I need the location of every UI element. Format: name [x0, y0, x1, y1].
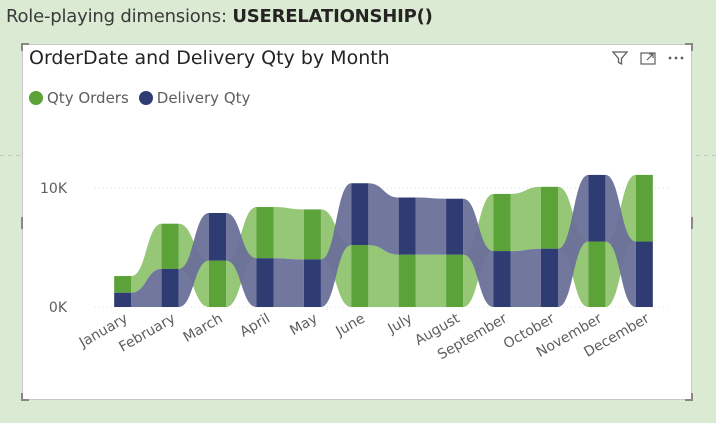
ribbon-delivery-qty [178, 212, 210, 307]
ribbon-qty-orders [415, 254, 447, 307]
bar-delivery-qty [493, 251, 511, 307]
resize-handle-top-left[interactable] [21, 43, 29, 45]
ribbon-delivery-qty [557, 174, 589, 307]
visual-header-icons [611, 49, 685, 67]
x-tick-label: May [287, 311, 320, 339]
ribbon-qty-orders [273, 207, 304, 260]
bar-delivery-qty [351, 183, 369, 246]
ribbon-delivery-qty [368, 183, 399, 255]
ribbon-qty-orders [368, 245, 399, 307]
chart-title: OrderDate and Delivery Qty by Month [29, 47, 390, 69]
bar-qty-orders [540, 186, 558, 249]
bar-qty-orders [303, 209, 321, 260]
resize-handle-left[interactable] [21, 217, 23, 229]
bar-qty-orders [256, 207, 274, 259]
bar-qty-orders [398, 254, 416, 307]
bar-delivery-qty [209, 212, 227, 261]
ribbon-delivery-qty [226, 212, 257, 307]
page-heading: Role-playing dimensions: USERELATIONSHIP… [6, 6, 433, 27]
ribbon-qty-orders [131, 223, 162, 293]
filter-icon[interactable] [611, 49, 629, 67]
x-tick-label: July [385, 311, 416, 338]
bar-delivery-qty [303, 259, 321, 307]
bar-delivery-qty [256, 258, 274, 307]
bar-qty-orders [588, 241, 606, 307]
bar-qty-orders [446, 254, 464, 307]
x-tick-label: March [181, 311, 226, 346]
bar-qty-orders [351, 245, 369, 307]
page-heading-function: USERELATIONSHIP() [232, 6, 433, 27]
resize-handle-top-right[interactable] [685, 43, 693, 45]
resize-handle-bottom-left-v[interactable] [21, 393, 23, 401]
more-options-icon[interactable] [667, 49, 685, 67]
focus-mode-icon[interactable] [639, 49, 657, 67]
legend-item-delivery-qty[interactable]: Delivery Qty [138, 89, 251, 107]
ribbon-delivery-qty [415, 197, 447, 255]
y-tick-label: 0K [49, 300, 68, 316]
ribbon-delivery-qty [605, 174, 636, 307]
bar-delivery-qty [588, 174, 606, 242]
resize-handle-bottom-left[interactable] [21, 399, 29, 401]
y-tick-label: 10K [40, 181, 68, 197]
x-tick-label: June [333, 311, 368, 341]
x-tick-label: April [237, 311, 273, 341]
bar-qty-orders [209, 260, 227, 307]
bar-delivery-qty [398, 197, 416, 255]
ribbon-qty-orders [510, 186, 541, 252]
legend-marker-qty-orders [29, 91, 43, 105]
ribbon-delivery-qty [463, 198, 494, 307]
ribbon-delivery-qty [273, 258, 304, 307]
legend-marker-delivery-qty [138, 91, 153, 105]
bar-qty-orders [114, 276, 132, 293]
page-heading-label: Role-playing dimensions: [6, 6, 233, 27]
bar-qty-orders [635, 174, 653, 242]
legend-label-delivery-qty: Delivery Qty [156, 89, 251, 107]
legend-item-qty-orders[interactable]: Qty Orders [29, 89, 129, 107]
bar-delivery-qty [635, 241, 653, 307]
ribbon-delivery-qty [510, 248, 541, 307]
bar-qty-orders [493, 193, 511, 252]
resize-handle-bottom-right-v[interactable] [691, 393, 693, 401]
bar-delivery-qty [114, 292, 132, 307]
resize-handle-right[interactable] [691, 217, 693, 229]
ribbon-delivery-qty [320, 183, 352, 307]
bar-delivery-qty [446, 198, 464, 255]
chart-legend: Qty Orders Delivery Qty [29, 89, 250, 107]
bar-qty-orders [161, 223, 179, 269]
resize-handle-bottom-right[interactable] [685, 399, 693, 401]
resize-handle-top-left-v[interactable] [21, 43, 23, 51]
ribbon-delivery-qty [131, 268, 162, 307]
bar-delivery-qty [540, 248, 558, 307]
resize-handle-top-right-v[interactable] [691, 43, 693, 51]
bar-delivery-qty [161, 268, 179, 307]
ribbon-chart-visual[interactable]: OrderDate and Delivery Qty by Month Qty … [21, 43, 693, 401]
legend-label-qty-orders: Qty Orders [47, 89, 129, 107]
